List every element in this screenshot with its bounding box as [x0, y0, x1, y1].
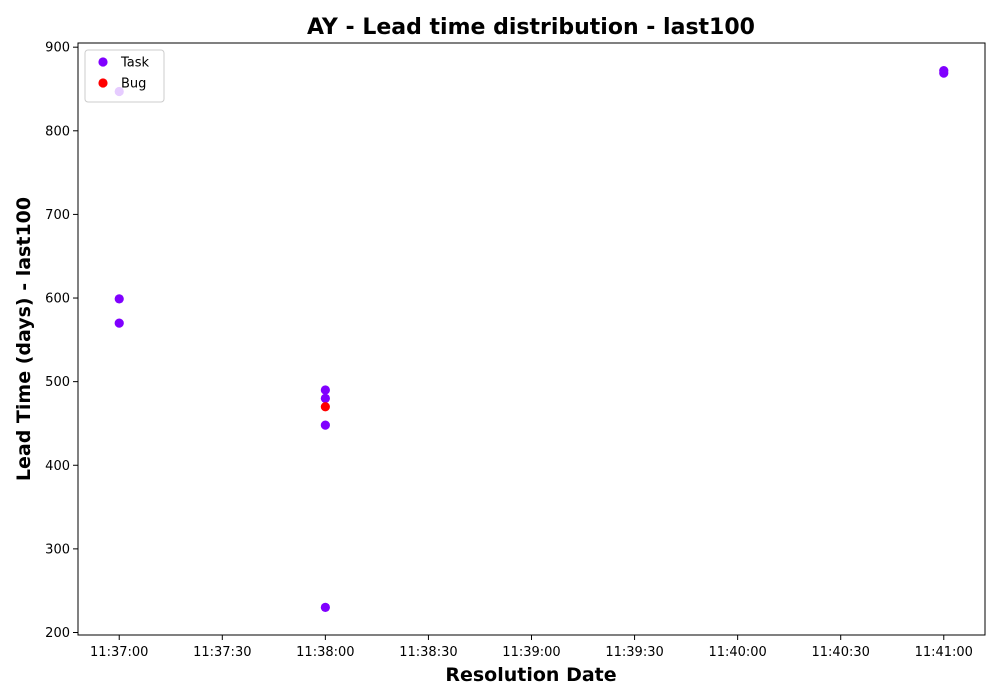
y-tick-label: 800	[45, 124, 70, 139]
data-point	[939, 68, 949, 78]
x-tick-label: 11:39:30	[605, 645, 663, 660]
data-point	[114, 318, 124, 328]
x-tick-label: 11:38:30	[399, 645, 457, 660]
data-point	[114, 294, 124, 304]
plot-frame	[77, 42, 986, 636]
y-tick-label: 700	[45, 208, 70, 223]
data-point	[320, 393, 330, 403]
x-tick-label: 11:39:00	[502, 645, 560, 660]
x-tick-label: 11:40:00	[708, 645, 766, 660]
y-tick-label: 300	[45, 542, 70, 557]
x-tick-label: 11:37:30	[193, 645, 251, 660]
y-axis-label: Lead Time (days) - last100	[13, 197, 35, 481]
legend-label: Task	[120, 56, 150, 71]
legend-marker	[98, 57, 108, 67]
x-tick-label: 11:41:00	[915, 645, 973, 660]
data-point	[320, 420, 330, 430]
legend-marker	[98, 78, 108, 88]
series-bug	[320, 402, 330, 412]
chart-title: AY - Lead time distribution - last100	[307, 15, 755, 40]
y-tick-label: 200	[45, 626, 70, 641]
y-tick-label: 500	[45, 375, 70, 390]
legend: Task Bug	[84, 49, 165, 103]
x-tick-label: 11:37:00	[90, 645, 148, 660]
x-tick-label: 11:38:00	[296, 645, 354, 660]
axes: 11:37:00 11:37:30 11:38:00 11:38:30 11:39:00…	[45, 41, 986, 660]
data-point	[320, 402, 330, 412]
y-tick-label: 400	[45, 459, 70, 474]
data-point	[320, 385, 330, 395]
data-points	[114, 65, 949, 613]
y-tick-label: 900	[45, 41, 70, 56]
x-axis-label: Resolution Date	[445, 664, 616, 686]
series-task	[114, 65, 949, 613]
x-tick-label: 11:40:30	[812, 645, 870, 660]
y-tick-label: 600	[45, 292, 70, 307]
legend-label: Bug	[121, 77, 146, 92]
data-point	[320, 602, 330, 613]
